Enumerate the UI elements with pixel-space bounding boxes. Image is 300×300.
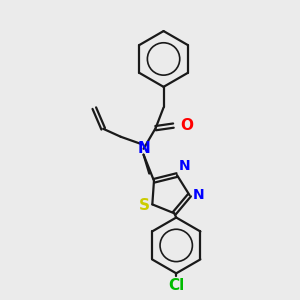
Text: N: N [193, 188, 204, 202]
Text: N: N [137, 141, 150, 156]
Text: O: O [180, 118, 194, 133]
Text: Cl: Cl [168, 278, 184, 293]
Text: S: S [139, 199, 150, 214]
Text: N: N [178, 160, 190, 173]
